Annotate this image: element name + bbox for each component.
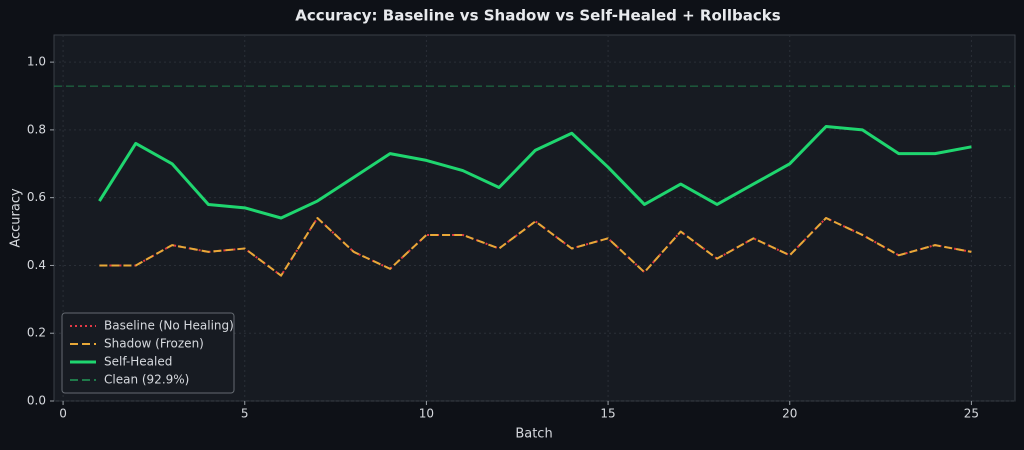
x-axis-label: Batch <box>515 427 552 442</box>
legend-label: Baseline (No Healing) <box>104 319 234 333</box>
legend-label: Self-Healed <box>104 355 172 369</box>
y-tick-label: 0.8 <box>27 122 46 136</box>
legend-label: Shadow (Frozen) <box>104 337 204 351</box>
y-axis-label: Accuracy <box>9 188 24 248</box>
series-line <box>99 217 972 277</box>
y-tick-label: 0.6 <box>27 190 46 204</box>
y-tick-label: 1.0 <box>27 55 46 69</box>
series-line <box>98 125 972 220</box>
x-tick-label: 0 <box>59 407 67 421</box>
y-tick-label: 0.2 <box>27 326 46 340</box>
legend: Baseline (No Healing) Shadow (Frozen) Self… <box>61 312 235 394</box>
x-tick-label: 5 <box>241 407 249 421</box>
legend-label: Clean (92.9%) <box>104 373 189 387</box>
x-tick-label: 10 <box>419 407 434 421</box>
chart-title: Accuracy: Baseline vs Shadow vs Self-Hea… <box>295 7 780 25</box>
legend-box <box>61 312 235 394</box>
x-tick-label: 20 <box>782 407 797 421</box>
x-tick-label: 25 <box>964 407 979 421</box>
x-tick-label: 15 <box>600 407 615 421</box>
y-tick-label: 0.4 <box>27 258 46 272</box>
y-tick-label: 0.0 <box>27 394 46 408</box>
